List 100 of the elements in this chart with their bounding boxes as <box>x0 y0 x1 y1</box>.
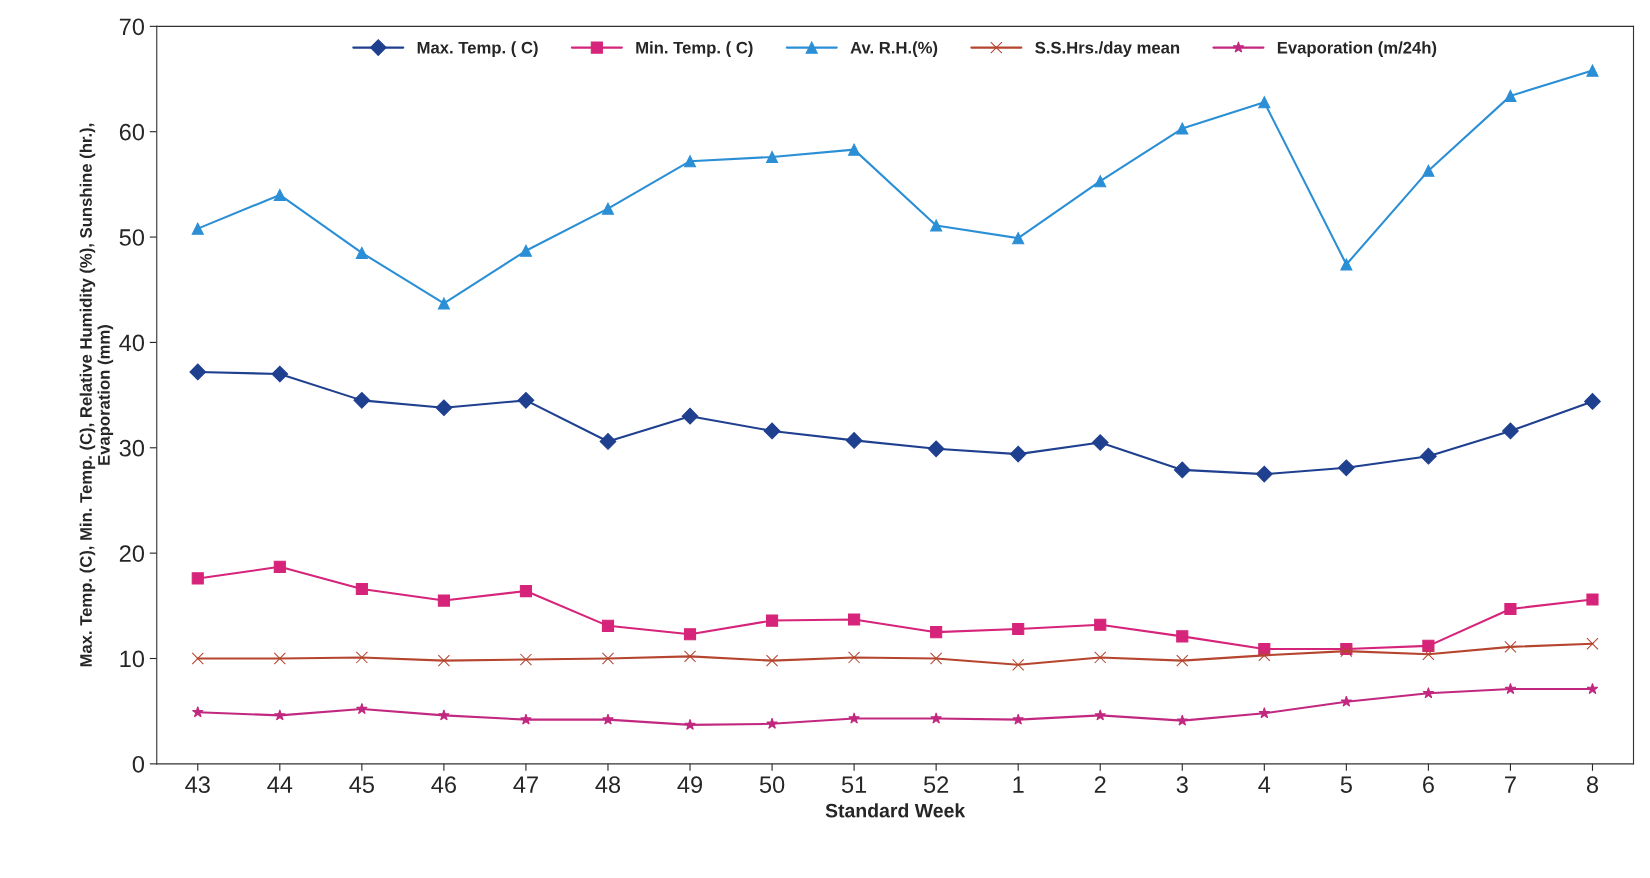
point <box>437 594 450 607</box>
point <box>1094 709 1107 721</box>
x-tick-label: 52 <box>923 776 949 794</box>
point <box>927 440 945 458</box>
y-tick-label: 0 <box>132 755 145 773</box>
x-tick-label: 4 <box>1258 776 1271 793</box>
point <box>1176 122 1189 135</box>
point <box>1094 651 1107 664</box>
x-tick-label: 1 <box>1013 776 1024 793</box>
point <box>1504 89 1517 102</box>
point <box>1504 602 1517 616</box>
point <box>1420 447 1437 465</box>
point <box>681 407 699 425</box>
y-tick-label: 40 <box>119 334 145 352</box>
x-tick-label: 47 <box>513 776 538 793</box>
point <box>1422 648 1435 661</box>
point <box>1422 164 1435 177</box>
point <box>1504 682 1517 695</box>
point <box>684 718 696 730</box>
y-tick-label: 30 <box>119 439 145 457</box>
x-tick-label: 43 <box>185 776 210 794</box>
point <box>848 651 861 664</box>
point <box>355 582 368 596</box>
x-tick-label: 46 <box>431 776 456 794</box>
point <box>1584 393 1601 410</box>
point <box>683 650 697 663</box>
point <box>1340 258 1353 271</box>
x-tick-label: 50 <box>759 776 785 794</box>
point <box>683 628 697 641</box>
point <box>1258 707 1271 719</box>
y-axis-title: Max. Temp. (C), Min. Temp. (C), Relative Humidity (%), Sunshine (hr.), Evaporation (mm) <box>79 123 114 667</box>
y-tick-label: 60 <box>119 123 145 141</box>
point <box>1586 593 1599 606</box>
point <box>1586 637 1599 650</box>
point <box>519 584 533 598</box>
point <box>766 717 778 729</box>
point <box>271 365 289 383</box>
point <box>353 391 371 409</box>
point <box>1422 687 1435 699</box>
point <box>1009 445 1027 463</box>
x-tick-label: 6 <box>1423 776 1434 794</box>
x-tick-label: 48 <box>595 776 621 794</box>
legend-label: Av. R.H.(%) <box>850 41 938 57</box>
point <box>1094 618 1107 631</box>
x-tick-label: 3 <box>1176 776 1188 794</box>
point <box>356 703 368 715</box>
x-tick-label: 2 <box>1094 776 1106 793</box>
legend-label: S.S.Hrs./day mean <box>1035 41 1180 57</box>
point <box>437 654 450 667</box>
point <box>355 246 368 259</box>
point <box>930 712 942 724</box>
point <box>930 626 943 639</box>
point <box>1176 630 1189 643</box>
point <box>848 613 861 626</box>
point <box>1340 695 1353 707</box>
x-tick-label: 44 <box>267 776 293 793</box>
point <box>1337 459 1355 477</box>
point <box>1258 96 1271 109</box>
point <box>763 422 781 440</box>
x-tick-label: 5 <box>1340 776 1352 794</box>
point <box>1173 461 1191 479</box>
point <box>191 652 204 665</box>
point <box>274 709 286 721</box>
x-tick-label: 8 <box>1586 776 1599 794</box>
point <box>273 188 286 201</box>
point <box>1586 64 1599 77</box>
point <box>848 712 860 724</box>
point <box>601 652 615 665</box>
point <box>1504 640 1517 653</box>
y-tick-label: 10 <box>120 650 145 668</box>
y-tick-label: 70 <box>119 18 145 36</box>
point <box>601 202 615 215</box>
x-tick-label: 51 <box>841 776 867 794</box>
x-tick-label: 49 <box>677 776 703 794</box>
point <box>1091 434 1109 451</box>
legend-label: Max. Temp. ( C) <box>417 41 538 57</box>
point <box>845 432 863 449</box>
point <box>191 222 204 235</box>
point <box>1094 175 1107 188</box>
point <box>1176 714 1189 726</box>
point <box>765 150 779 164</box>
legend-label: Evaporation (m/24h) <box>1277 41 1437 57</box>
point <box>602 713 614 725</box>
point <box>191 706 204 718</box>
point <box>273 560 286 573</box>
x-tick-label: 45 <box>349 776 374 794</box>
point <box>930 652 943 665</box>
point <box>765 614 779 627</box>
point <box>1502 422 1519 440</box>
point <box>191 572 204 585</box>
point <box>435 399 453 417</box>
point <box>848 143 861 156</box>
point <box>517 391 535 409</box>
point <box>1012 622 1025 636</box>
x-axis-title: Standard Week <box>825 803 966 818</box>
point <box>601 619 615 632</box>
point <box>519 653 533 666</box>
point <box>520 713 532 725</box>
point <box>1012 658 1025 671</box>
point <box>355 651 368 664</box>
